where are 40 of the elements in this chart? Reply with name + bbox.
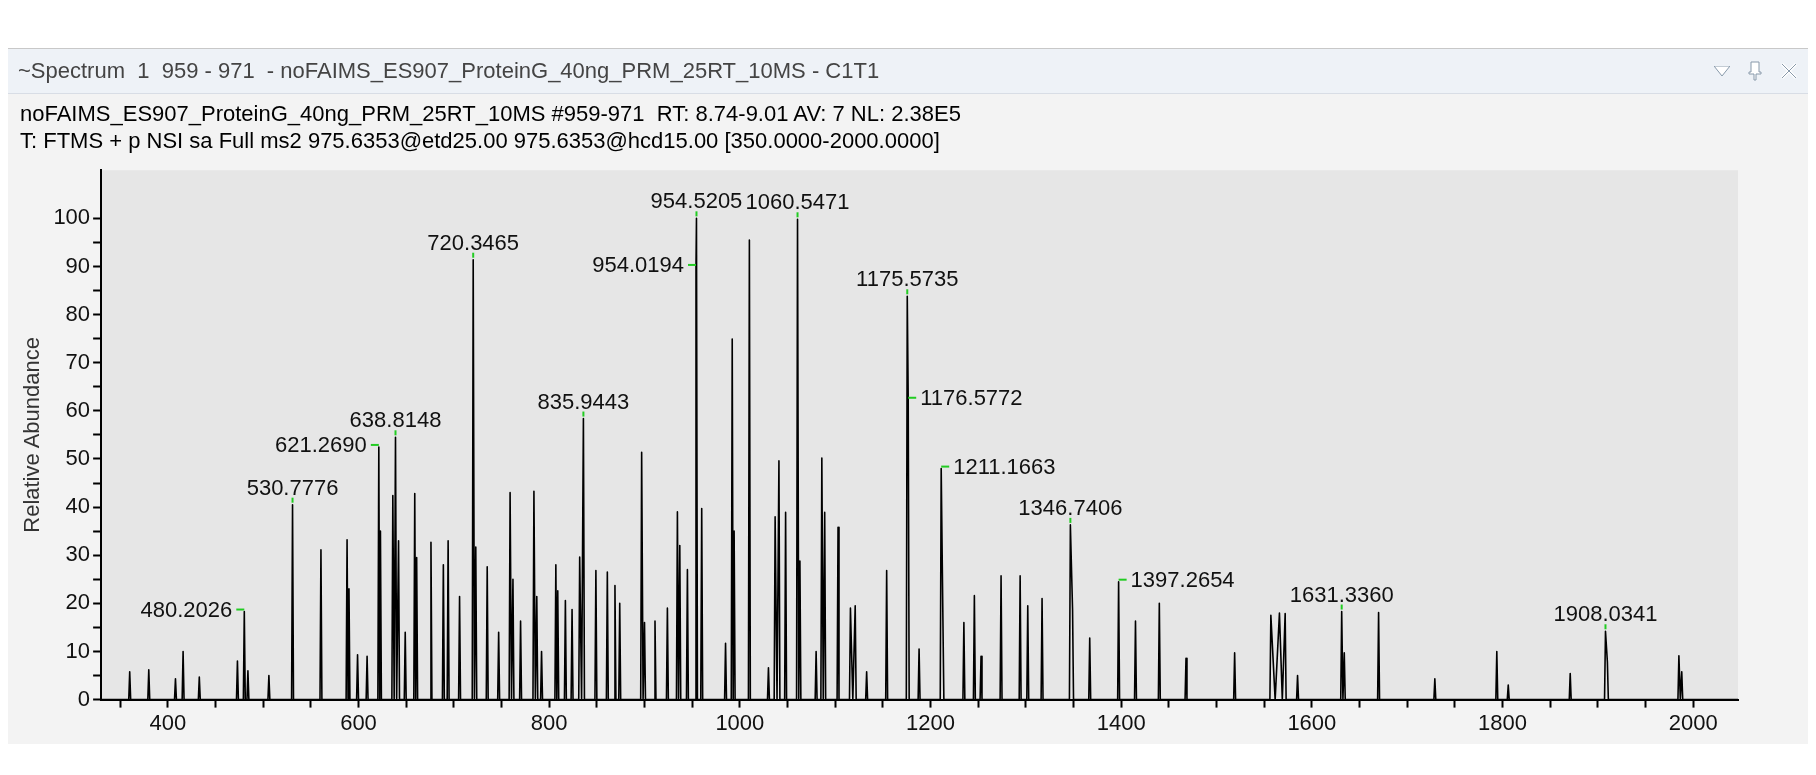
annotation: 1175.5735 [856, 266, 959, 292]
x-tick-label: 2000 [1668, 709, 1718, 735]
y-tick-label: 70 [65, 348, 91, 374]
annotation: 954.0194 [592, 251, 684, 277]
x-tick-label: 1400 [1096, 709, 1146, 735]
annotation: 621.2690 [275, 431, 367, 457]
x-tick-label: 400 [149, 709, 187, 735]
annotation: 1397.2654 [1130, 566, 1235, 592]
x-tick-label: 800 [530, 709, 568, 735]
y-tick-label: 10 [65, 637, 91, 663]
y-tick-label: 30 [65, 541, 91, 567]
annotation: 480.2026 [140, 596, 233, 622]
annotation: 1211.1663 [953, 453, 1056, 479]
annotation: 638.8148 [349, 407, 442, 433]
y-tick-label: 80 [65, 300, 91, 326]
annotation: 1346.7406 [1018, 494, 1123, 520]
annotation: 1908.0341 [1553, 601, 1658, 627]
y-tick-label: 90 [65, 252, 91, 278]
y-tick-label: 40 [65, 493, 91, 519]
annotation: 1060.5471 [745, 189, 850, 215]
x-tick-label: 1200 [906, 709, 955, 735]
y-tick-label: 0 [77, 685, 91, 711]
annotation: 530.7776 [246, 474, 339, 500]
annotation: 835.9443 [537, 388, 630, 414]
y-tick-label: 50 [65, 445, 91, 471]
annotation: 1631.3360 [1289, 581, 1394, 607]
annotation: 1176.5772 [920, 384, 1023, 410]
y-tick-label: 60 [65, 396, 91, 422]
y-tick-label: 100 [53, 204, 91, 230]
annotation: 720.3465 [427, 229, 520, 255]
y-axis-title: Relative Abundance [19, 337, 45, 533]
text: T: FTMS + p NSI sa Full ms2 975.6353@etd25.00 975.6353@hcd15.00 [350.0000-2000.0000] [20, 127, 941, 154]
y-tick-label: 20 [65, 589, 91, 615]
chart-subtitle: noFAIMS_ES907_ProteinG_40ng_PRM_25RT_10MS #959-971 RT: 8.74-9.01 AV: 7 NL: 2.38E5 [20, 100, 962, 127]
annotation: 954.5205 [650, 188, 743, 214]
chart-title: ~Spectrum 1 959 - 971 - noFAIMS_ES907_ProteinG_40ng_PRM_25RT_10MS - C1T1 [18, 58, 881, 84]
x-tick-label: 600 [340, 709, 377, 735]
x-tick-label: 1000 [715, 709, 765, 735]
x-tick-label: 1800 [1478, 709, 1527, 735]
x-tick-label: 1600 [1287, 709, 1337, 735]
